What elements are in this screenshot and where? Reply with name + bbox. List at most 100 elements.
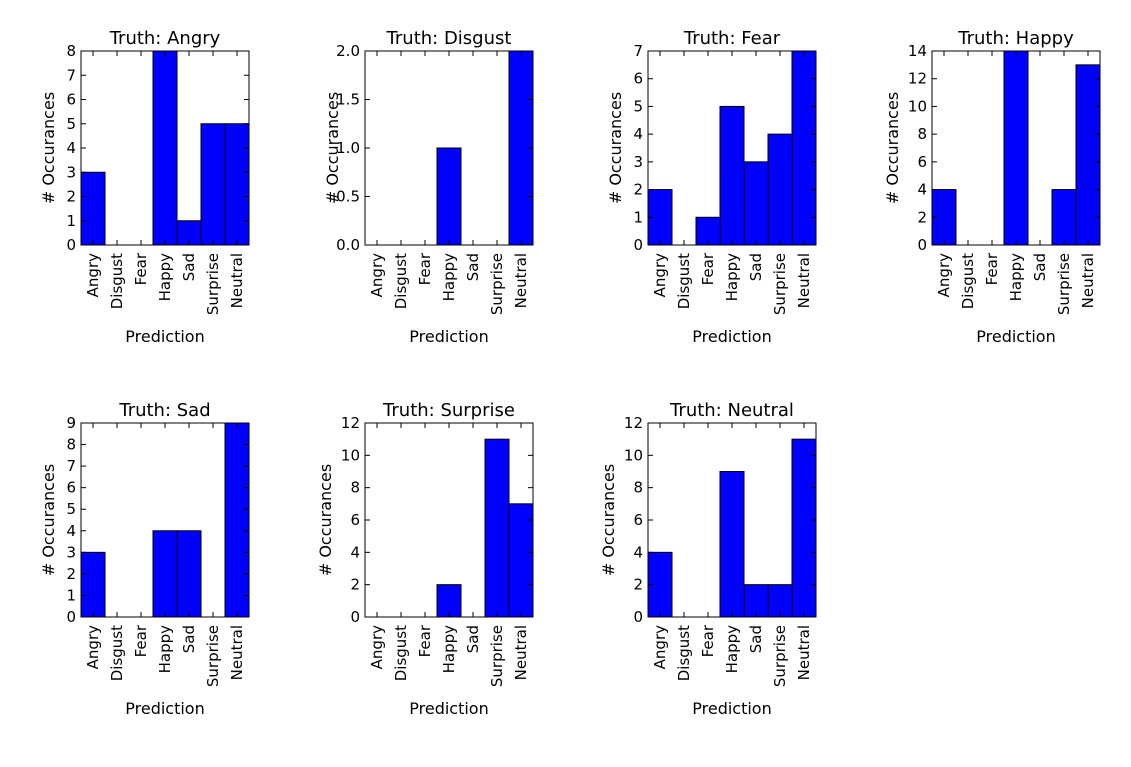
chart-title: Truth: Fear bbox=[683, 28, 781, 49]
bar-happy bbox=[152, 50, 178, 246]
bar-happy bbox=[1003, 50, 1029, 246]
x-tick-label: Happy bbox=[156, 625, 174, 674]
y-tick-label: 2 bbox=[350, 576, 360, 594]
y-tick-label: 2 bbox=[633, 181, 643, 199]
y-tick-label: 3 bbox=[66, 163, 76, 181]
y-tick-label: 12 bbox=[341, 414, 360, 432]
bar-happy bbox=[719, 105, 745, 246]
y-tick-label: 10 bbox=[341, 446, 360, 464]
x-tick-label: Fear bbox=[132, 252, 150, 285]
y-tick-label: 1.5 bbox=[336, 91, 360, 109]
x-tick-label: Happy bbox=[440, 625, 458, 674]
bar-sad bbox=[176, 530, 202, 618]
bar-surprise bbox=[1051, 189, 1077, 246]
bar-surprise bbox=[484, 438, 510, 618]
bar-surprise bbox=[767, 584, 793, 618]
x-tick-label: Angry bbox=[935, 253, 953, 297]
x-tick-label: Surprise bbox=[204, 253, 222, 315]
chart-title: Truth: Happy bbox=[957, 28, 1074, 49]
bar-neutral bbox=[1075, 64, 1101, 246]
y-axis-label: # Occurances bbox=[599, 464, 618, 576]
subplot-disgust: 0.0 0.5 1.0 1.5 2.0 Angry Disgust Fear Happy Sad S… bbox=[323, 28, 534, 346]
y-tick-label: 4 bbox=[66, 139, 76, 157]
bar-neutral bbox=[508, 503, 534, 618]
y-tick-label: 8 bbox=[350, 479, 360, 497]
x-tick-label: Angry bbox=[84, 253, 102, 297]
y-tick-label: 3 bbox=[66, 543, 76, 561]
x-tick-label: Disgust bbox=[675, 253, 693, 309]
y-tick-label: 12 bbox=[624, 414, 643, 432]
y-tick-label: 4 bbox=[66, 522, 76, 540]
y-tick-label: 8 bbox=[66, 436, 76, 454]
chart-title: Truth: Neutral bbox=[669, 400, 794, 421]
y-axis-label: # Occurances bbox=[606, 92, 625, 204]
bar-happy bbox=[152, 530, 178, 618]
x-tick-label: Neutral bbox=[512, 625, 530, 680]
bar-neutral bbox=[791, 50, 817, 246]
x-tick-label: Neutral bbox=[795, 253, 813, 308]
bar-sad bbox=[743, 161, 769, 246]
y-tick-label: 0 bbox=[917, 236, 927, 254]
y-tick-label: 6 bbox=[633, 70, 643, 88]
y-tick-label: 2 bbox=[917, 208, 927, 226]
y-axis-label: # Occurances bbox=[39, 92, 58, 204]
x-tick-label: Disgust bbox=[675, 625, 693, 681]
y-tick-label: 7 bbox=[633, 42, 643, 60]
x-tick-label: Fear bbox=[132, 624, 150, 657]
x-tick-label: Sad bbox=[747, 253, 765, 281]
x-tick-label: Surprise bbox=[771, 253, 789, 315]
x-axis-label: Prediction bbox=[125, 327, 204, 346]
y-tick-label: 0 bbox=[633, 236, 643, 254]
bar-angry bbox=[80, 551, 106, 618]
chart-title: Truth: Sad bbox=[118, 400, 210, 421]
x-tick-label: Happy bbox=[440, 253, 458, 302]
x-tick-label: Surprise bbox=[1055, 253, 1073, 315]
y-tick-label: 0 bbox=[633, 608, 643, 626]
y-tick-label: 14 bbox=[908, 42, 927, 60]
y-tick-label: 1 bbox=[66, 586, 76, 604]
x-tick-label: Sad bbox=[464, 625, 482, 653]
y-tick-label: 8 bbox=[633, 479, 643, 497]
y-tick-label: 5 bbox=[66, 115, 76, 133]
y-tick-label: 6 bbox=[917, 153, 927, 171]
y-tick-label: 12 bbox=[908, 70, 927, 88]
y-tick-label: 0.0 bbox=[336, 236, 360, 254]
y-tick-label: 0 bbox=[66, 236, 76, 254]
chart-title: Truth: Disgust bbox=[386, 28, 512, 49]
x-tick-label: Angry bbox=[368, 625, 386, 669]
subplot-happy: 0 2 4 6 8 10 12 14 Angry Disgust Fear Happy Sad Surpr… bbox=[883, 28, 1101, 346]
bar-angry bbox=[80, 171, 106, 246]
x-tick-label: Happy bbox=[723, 625, 741, 674]
x-tick-label: Neutral bbox=[228, 625, 246, 680]
x-axis-label: Prediction bbox=[976, 327, 1055, 346]
x-tick-label: Sad bbox=[180, 625, 198, 653]
y-tick-label: 5 bbox=[66, 500, 76, 518]
y-axis-label: # Occurances bbox=[323, 92, 342, 204]
y-tick-label: 3 bbox=[633, 153, 643, 171]
x-tick-label: Happy bbox=[156, 253, 174, 302]
bar-surprise bbox=[767, 133, 793, 246]
y-tick-label: 4 bbox=[633, 125, 643, 143]
x-tick-label: Sad bbox=[1031, 253, 1049, 281]
x-tick-label: Fear bbox=[416, 624, 434, 657]
bar-happy bbox=[436, 147, 462, 246]
bar-surprise bbox=[200, 123, 226, 246]
x-tick-label: Angry bbox=[651, 253, 669, 297]
y-tick-label: 5 bbox=[633, 97, 643, 115]
y-tick-label: 6 bbox=[350, 511, 360, 529]
x-tick-label: Sad bbox=[180, 253, 198, 281]
y-tick-label: 8 bbox=[66, 42, 76, 60]
y-tick-label: 6 bbox=[633, 511, 643, 529]
y-tick-label: 4 bbox=[917, 181, 927, 199]
x-tick-label: Angry bbox=[368, 253, 386, 297]
x-axis-label: Prediction bbox=[125, 699, 204, 718]
y-tick-label: 7 bbox=[66, 457, 76, 475]
x-axis-label: Prediction bbox=[409, 699, 488, 718]
y-axis-label: # Occurances bbox=[316, 464, 335, 576]
bar-neutral bbox=[791, 438, 817, 618]
x-tick-label: Sad bbox=[464, 253, 482, 281]
y-axis-label: # Occurances bbox=[883, 92, 902, 204]
subplot-sad: 0 1 2 3 4 5 6 7 8 9 Angry Disgust Fear Happy Sad Surpri… bbox=[39, 400, 250, 718]
x-tick-label: Disgust bbox=[959, 253, 977, 309]
